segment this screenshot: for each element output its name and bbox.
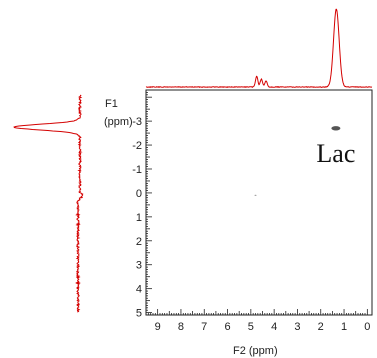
y-tick-label: 1 xyxy=(136,212,142,224)
x-tick-label: 2 xyxy=(318,321,324,333)
y-tick-label: 2 xyxy=(136,236,142,248)
y-tick-label: -2 xyxy=(132,140,142,152)
x-tick-label: 5 xyxy=(248,321,254,333)
annotations-layer: Lac xyxy=(316,139,355,168)
x-axis-title: F2 (ppm) xyxy=(233,345,278,357)
y-axis-title-line1: F1 xyxy=(105,98,118,110)
y-axis-title-line2: (ppm) xyxy=(104,116,133,128)
y-tick-labels: -3 -2 -1 0 1 2 3 4 5 xyxy=(132,116,142,319)
y-tick-label: -1 xyxy=(132,164,142,176)
plot-area xyxy=(145,89,373,316)
peaks-layer xyxy=(254,126,341,196)
cross-peak xyxy=(331,126,341,131)
x-ticks xyxy=(145,309,368,315)
x-tick-label: 4 xyxy=(271,321,277,333)
y-tick-label: 4 xyxy=(136,284,142,296)
y-tick-label: 0 xyxy=(136,188,142,200)
x-tick-label: 3 xyxy=(294,321,300,333)
x-tick-labels: 9 8 7 6 5 4 3 2 1 0 xyxy=(155,321,371,333)
x-tick-label: 9 xyxy=(155,321,161,333)
x-tick-label: 6 xyxy=(224,321,230,333)
y-ticks xyxy=(146,89,152,314)
x-tick-label: 8 xyxy=(178,321,184,333)
x-tick-label: 0 xyxy=(364,321,370,333)
y-tick-label: 3 xyxy=(136,260,142,272)
peak-annotation: Lac xyxy=(316,139,355,168)
x-tick-label: 7 xyxy=(201,321,207,333)
cross-peak xyxy=(254,194,257,196)
top-projection-trace xyxy=(145,8,373,89)
y-tick-label: -3 xyxy=(132,116,142,128)
y-tick-label: 5 xyxy=(136,308,142,320)
side-projection-trace xyxy=(13,94,84,313)
x-tick-label: 1 xyxy=(341,321,347,333)
